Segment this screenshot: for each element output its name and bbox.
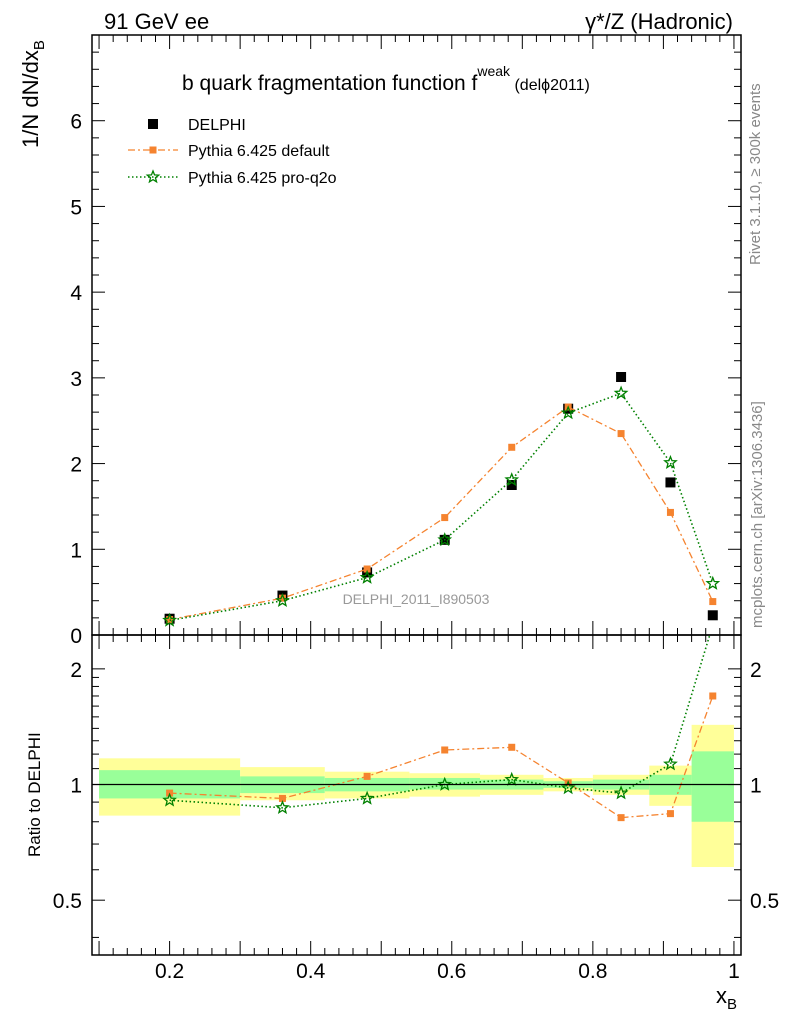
main-point-proq2o [560, 405, 576, 420]
legend-label-default: Pythia 6.425 default [188, 143, 330, 160]
main-axis-ticks: 0 1 2 3 4 5 6 [70, 51, 741, 648]
main-point-data [506, 480, 517, 490]
main-ytick-label: 1 [70, 539, 82, 562]
main-y-axis-label-text: 1/N dN/dx [18, 50, 43, 148]
main-point-default [166, 616, 174, 624]
main-ytick-label: 4 [70, 282, 82, 305]
plot-title-sup: weak [476, 63, 511, 79]
x-tick-label: 0.8 [578, 960, 607, 983]
x-tick-label: 0.6 [437, 960, 466, 983]
ratio-ytick-label-left: 1 [70, 775, 82, 798]
plot-title: b quark fragmentation function fweak (de… [182, 63, 590, 95]
analysis-watermark: DELPHI_2011_I890503 [343, 591, 490, 607]
ratio-point-proq2o [613, 785, 629, 800]
main-point-default [617, 430, 625, 438]
ratio-point-proq2o [663, 756, 678, 771]
plot-title-tail: (delϕ2011) [510, 77, 590, 94]
main-point-default [363, 565, 371, 573]
band-inner-8 [691, 751, 734, 822]
main-ytick-label: 0 [70, 625, 82, 648]
x-tick-label: 0.2 [155, 960, 184, 983]
main-point-data [616, 372, 627, 382]
main-point-default [278, 594, 286, 602]
ratio-point-default [508, 743, 516, 751]
x-axis-label: xB [716, 983, 737, 1013]
x-tick-label: 0.4 [296, 960, 326, 983]
main-y-axis-label-sub: B [31, 40, 48, 50]
main-point-proq2o [359, 569, 375, 584]
main-point-proq2o [663, 454, 678, 470]
ratio-point-proq2o [275, 799, 290, 815]
ratio-ytick-label-right: 0.5 [750, 890, 779, 913]
main-ytick-label: 2 [70, 454, 82, 477]
ratio-point-proq2o [504, 771, 520, 786]
main-point-data [707, 610, 718, 621]
main-y-axis-label: 1/N dN/dxB [18, 40, 48, 148]
ratio-plot-series [162, 619, 718, 822]
main-point-data [665, 477, 676, 488]
ratio-ytick-label-left: 0.5 [53, 890, 82, 913]
main-ytick-label: 5 [70, 196, 82, 219]
ratio-point-default [666, 810, 674, 818]
ratio-plot-frame [91, 634, 742, 956]
ratio-ytick-label-left: 2 [70, 659, 82, 682]
ratio-point-proq2o [560, 780, 576, 795]
ratio-ytick-label-right: 1 [750, 775, 762, 798]
legend-marker-proq2o [145, 169, 161, 184]
main-point-default [508, 443, 516, 451]
ratio-point-proq2o [359, 790, 375, 805]
main-point-proq2o [437, 532, 453, 547]
legend-label-data: DELPHI [188, 117, 246, 134]
ratio-point-default [709, 692, 717, 700]
main-point-proq2o [705, 575, 721, 590]
main-ytick-label: 6 [70, 111, 82, 134]
x-axis-label-sub: B [727, 996, 737, 1013]
ratio-axis-ticks: 0.5 0.5 1 1 2 2 [53, 659, 779, 938]
header-left-label: 91 GeV ee [104, 9, 209, 34]
main-point-proq2o [162, 612, 177, 627]
legend-marker-default [149, 146, 157, 154]
x-axis-label-text: x [716, 983, 727, 1008]
ratio-line-proq2o [169, 635, 711, 809]
legend: DELPHI Pythia 6.425 default Pythia 6.425 p… [128, 117, 337, 187]
ratio-ytick-label-right: 2 [750, 659, 762, 682]
ratio-point-proq2o [707, 619, 718, 630]
rivet-label: Rivet 3.1.10, ≥ 300k events [747, 83, 764, 265]
main-point-proq2o [613, 385, 629, 400]
main-point-proq2o [275, 592, 290, 608]
ratio-point-proq2o [437, 776, 453, 791]
main-point-default [709, 598, 717, 606]
main-ytick-label: 3 [70, 368, 82, 391]
main-point-default [441, 514, 449, 522]
mcplots-label: mcplots.cern.ch [arXiv:1306.3436] [749, 401, 766, 628]
main-line-default [169, 406, 714, 621]
main-plot-series [162, 372, 721, 627]
legend-label-proq2o: Pythia 6.425 pro-q2o [188, 170, 337, 187]
x-axis-ticks: 0.2 0.4 0.6 0.8 1 [98, 35, 740, 983]
legend-marker-data [148, 119, 158, 129]
ratio-point-proq2o [162, 792, 177, 807]
x-tick-label: 1 [728, 960, 740, 983]
plot-title-main: b quark fragmentation function f [182, 72, 478, 95]
header-right-label: γ*/Z (Hadronic) [585, 9, 733, 34]
ratio-point-default [617, 814, 625, 822]
main-point-default [666, 508, 674, 516]
main-line-proq2o [169, 392, 714, 622]
ratio-point-default [278, 794, 286, 802]
ratio-y-axis-label: Ratio to DELPHI [25, 732, 44, 857]
ratio-point-default [363, 772, 371, 780]
main-point-proq2o [504, 472, 520, 487]
ratio-point-default [441, 746, 449, 754]
ratio-uncertainty-bands [99, 724, 734, 868]
